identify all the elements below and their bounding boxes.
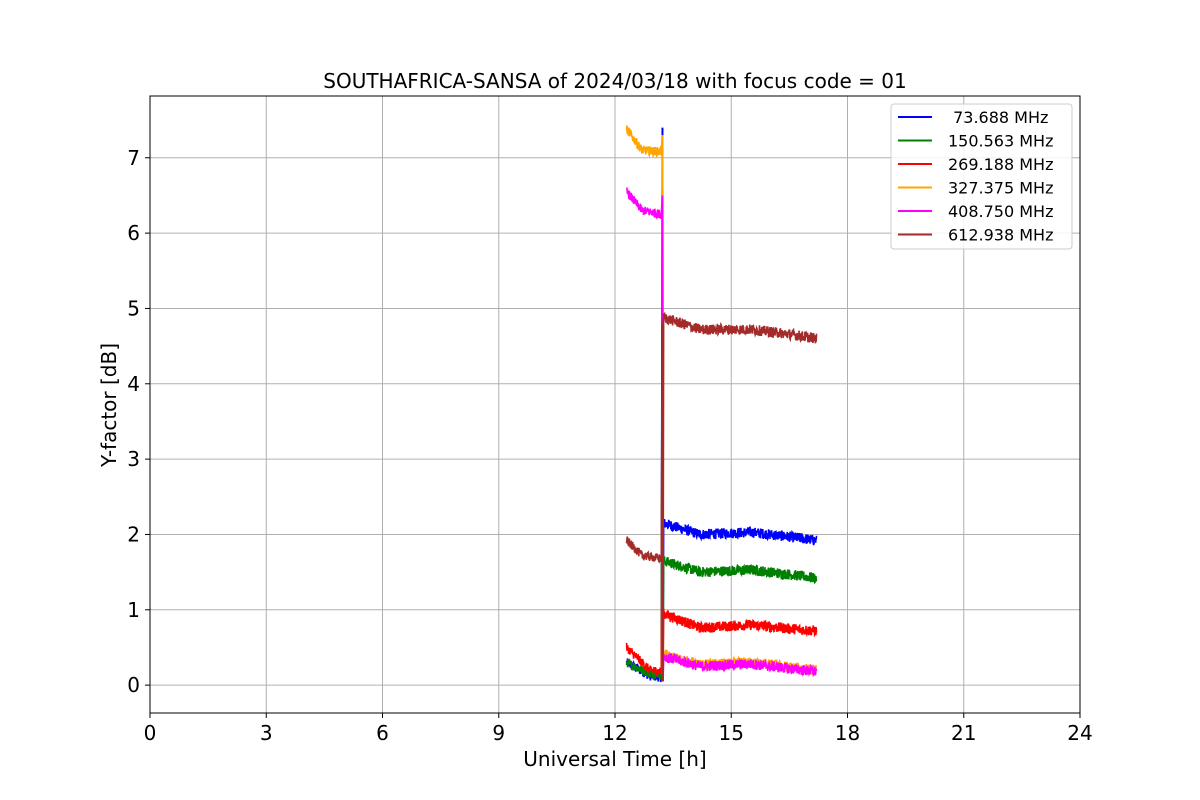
legend-box [890, 103, 1073, 250]
series-layer [625, 125, 818, 683]
x-tick-label: 3 [260, 721, 273, 745]
series-line-after [662, 556, 818, 585]
x-axis-label: Universal Time [h] [523, 747, 706, 771]
series-line-before [625, 125, 663, 159]
x-tick-label: 12 [602, 721, 627, 745]
x-tick-label: 15 [719, 721, 744, 745]
y-tick-label: 0 [127, 673, 140, 697]
x-tick-label: 0 [144, 721, 157, 745]
chart-title: SOUTHAFRICA-SANSA of 2024/03/18 with foc… [323, 69, 907, 93]
x-tick-label: 6 [376, 721, 389, 745]
y-tick-label: 5 [127, 296, 140, 320]
y-tick-label: 3 [127, 447, 140, 471]
series-line-before [625, 657, 663, 681]
series-line-before [625, 536, 663, 564]
series-spike [660, 317, 665, 682]
legend-label: 73.688 MHz [948, 108, 1048, 127]
x-tick-label: 18 [835, 721, 860, 745]
series-5 [625, 311, 818, 682]
y-tick-label: 4 [127, 372, 140, 396]
legend-label: 150.563 MHz [948, 132, 1053, 151]
y-tick-label: 7 [127, 146, 140, 170]
y-axis-label: Y-factor [dB] [97, 343, 121, 468]
y-tick-label: 2 [127, 522, 140, 546]
series-line-after [662, 519, 818, 546]
series-line-after [662, 311, 818, 344]
y-tick-label: 1 [127, 598, 140, 622]
series-line-before [625, 187, 663, 220]
x-tick-label: 24 [1067, 721, 1092, 745]
legend-label: 408.750 MHz [948, 202, 1053, 221]
x-tick-label: 21 [951, 721, 976, 745]
legend-label: 612.938 MHz [948, 226, 1053, 245]
x-tick-label: 9 [492, 721, 505, 745]
y-tick-label: 6 [127, 221, 140, 245]
legend: 73.688 MHz 150.563 MHz 269.188 MHz 327.375 … [890, 103, 1073, 250]
series-line-before [625, 642, 663, 677]
legend-label: 327.375 MHz [948, 179, 1053, 198]
series-line-after [662, 652, 818, 678]
legend-label: 269.188 MHz [948, 155, 1053, 174]
series-line-after [662, 608, 818, 638]
